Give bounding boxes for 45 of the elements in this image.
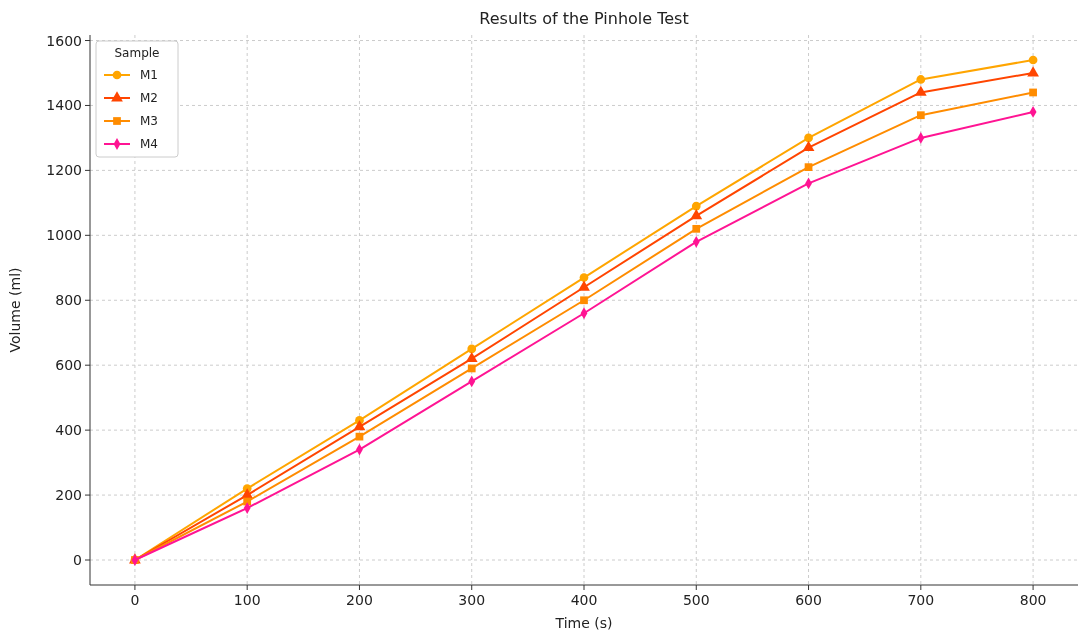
- point: [692, 224, 701, 233]
- point: [465, 351, 478, 363]
- x-tick-label: 800: [1019, 592, 1047, 608]
- point: [916, 75, 926, 84]
- legend-label: M1: [140, 68, 158, 82]
- point: [1028, 55, 1038, 65]
- point: [802, 140, 815, 152]
- point: [1029, 88, 1037, 97]
- point: [804, 133, 813, 143]
- point: [467, 344, 477, 354]
- legend-title: Sample: [114, 46, 160, 60]
- y-tick-label: 200: [55, 487, 82, 504]
- y-tick-label: 1200: [46, 162, 82, 179]
- point: [691, 201, 701, 211]
- point: [1027, 66, 1039, 77]
- legend-label: M3: [140, 114, 158, 128]
- x-tick-label: 700: [907, 592, 935, 608]
- point: [578, 280, 590, 291]
- point: [580, 296, 588, 305]
- chart-title: Results of the Pinhole Test: [479, 9, 689, 28]
- x-tick-label: 500: [682, 592, 710, 608]
- x-tick-label: 600: [795, 592, 822, 608]
- x-tick-label: 0: [130, 592, 140, 608]
- point: [690, 209, 703, 220]
- point: [916, 111, 925, 120]
- x-tick-label: 400: [570, 592, 598, 608]
- legend-label: M2: [140, 91, 158, 105]
- point: [467, 364, 476, 373]
- y-tick-label: 800: [55, 292, 82, 309]
- x-axis-title: Time (s): [554, 615, 613, 631]
- y-tick-label: 0: [73, 552, 82, 568]
- y-tick-label: 1000: [46, 227, 82, 244]
- point: [353, 420, 366, 431]
- point: [804, 163, 813, 172]
- y-tick-label: 600: [55, 357, 82, 374]
- point: [241, 488, 254, 499]
- y-tick-label: 1600: [46, 32, 82, 49]
- x-tick-label: 200: [346, 592, 373, 608]
- x-tick-label: 100: [233, 592, 261, 608]
- y-tick-label: 400: [55, 422, 82, 439]
- legend-label: M4: [140, 137, 158, 151]
- x-tick-label: 300: [458, 592, 486, 608]
- y-tick-label: 1400: [46, 97, 82, 114]
- y-axis-title: Volume (ml): [7, 267, 23, 353]
- point: [579, 273, 589, 282]
